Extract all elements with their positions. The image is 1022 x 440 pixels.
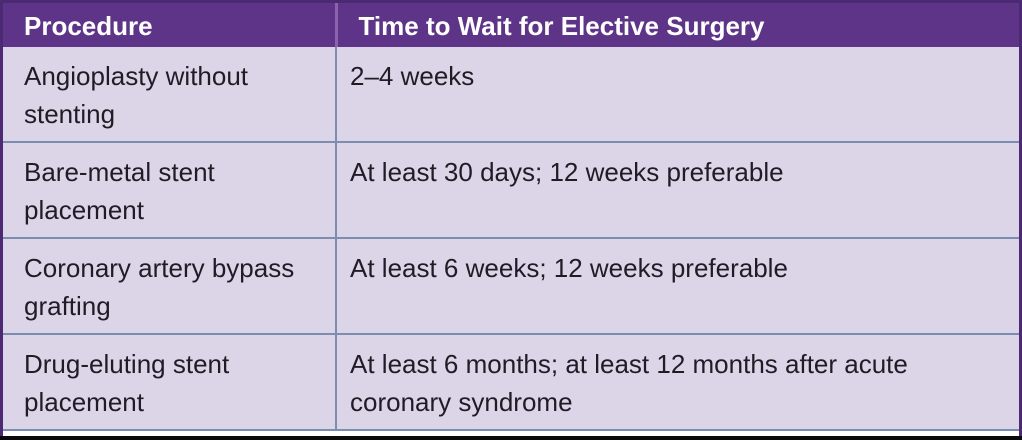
column-header-time-to-wait: Time to Wait for Elective Surgery bbox=[336, 3, 1019, 47]
wait-time-cell: At least 6 months; at least 12 months af… bbox=[336, 334, 1019, 431]
procedure-cell: Coronary artery bypass grafting bbox=[3, 238, 337, 335]
elective-surgery-wait-table: Procedure Time to Wait for Elective Surg… bbox=[3, 3, 1019, 431]
table-row-drug-eluting-stent: Drug-eluting stent placement At least 6 … bbox=[3, 334, 1019, 431]
table-row-coronary-artery-bypass: Coronary artery bypass grafting At least… bbox=[3, 238, 1019, 335]
wait-time-cell: At least 30 days; 12 weeks preferable bbox=[336, 142, 1019, 239]
table-row-angioplasty: Angioplasty without stenting 2–4 weeks bbox=[3, 47, 1019, 143]
table-header-row: Procedure Time to Wait for Elective Surg… bbox=[3, 3, 1019, 47]
bottom-divider-rule bbox=[0, 436, 1022, 440]
wait-time-cell: At least 6 weeks; 12 weeks preferable bbox=[336, 238, 1019, 335]
procedure-cell: Bare-metal stent placement bbox=[3, 142, 337, 239]
table-row-bare-metal-stent: Bare-metal stent placement At least 30 d… bbox=[3, 142, 1019, 239]
procedure-cell: Drug-eluting stent placement bbox=[3, 334, 337, 431]
wait-time-cell: 2–4 weeks bbox=[336, 47, 1019, 143]
procedure-cell: Angioplasty without stenting bbox=[3, 47, 337, 143]
column-header-procedure: Procedure bbox=[3, 3, 338, 47]
